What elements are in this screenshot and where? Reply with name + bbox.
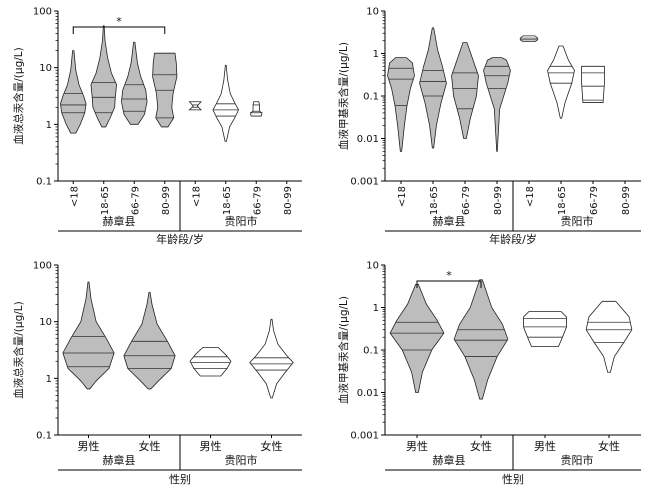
violin-shape bbox=[249, 318, 294, 399]
x-tick-label: 女性 bbox=[598, 439, 620, 453]
y-tick-label: 0.001 bbox=[350, 431, 379, 442]
x-tick-label: 女性 bbox=[139, 439, 161, 453]
group-label: 赫章县 bbox=[103, 453, 136, 467]
x-tick-label: 80-99 bbox=[493, 186, 504, 215]
x-tick-label: 女性 bbox=[470, 439, 492, 453]
panel-tl: 0.1 1 10 100 血液总汞含量/(μg/L) <18 18-65 66-79 80-99… bbox=[12, 7, 302, 246]
x-tick-label: 66-79 bbox=[130, 186, 141, 215]
x-tick-label: <18 bbox=[69, 186, 80, 207]
violin-shape bbox=[483, 57, 511, 152]
x-tick-label: 18-65 bbox=[222, 186, 233, 215]
y-tick-label: 10 bbox=[366, 261, 379, 272]
significance-star: * bbox=[116, 15, 122, 28]
violin-shape bbox=[523, 311, 567, 348]
violin-shape bbox=[188, 101, 202, 111]
violin-shape bbox=[581, 65, 605, 103]
x-tick-label: <18 bbox=[191, 186, 202, 207]
x-tick-label: 18-65 bbox=[100, 186, 111, 215]
x-axis-title: 性别 bbox=[169, 472, 191, 486]
violin-shape bbox=[90, 25, 117, 128]
violin-shape bbox=[585, 300, 633, 373]
violin-shape bbox=[451, 42, 479, 139]
y-axis-label: 血液甲基汞含量/(μg/L) bbox=[337, 42, 350, 150]
y-tick-label: 100 bbox=[33, 261, 52, 272]
y-tick-label: 0.001 bbox=[350, 177, 379, 188]
group-label: 赫章县 bbox=[433, 214, 466, 228]
y-axis-label: 血液总汞含量/(μg/L) bbox=[12, 47, 25, 144]
y-tick-label: 1 bbox=[46, 374, 52, 385]
violin-shape bbox=[519, 35, 539, 43]
x-tick-label: 女性 bbox=[261, 439, 283, 453]
group-label: 赫章县 bbox=[103, 214, 136, 228]
violin-shape bbox=[453, 279, 509, 400]
x-tick-label: 18-65 bbox=[557, 186, 568, 215]
y-tick-label: 0.1 bbox=[363, 346, 379, 357]
y-tick-label: 1 bbox=[46, 120, 52, 131]
x-axis-title: 年龄段/岁 bbox=[489, 232, 537, 246]
violin-shape bbox=[62, 281, 115, 390]
y-tick-label: 0.01 bbox=[357, 388, 379, 399]
x-tick-label: 男性 bbox=[534, 439, 556, 453]
y-tick-label: 0.1 bbox=[36, 177, 52, 188]
y-axis-label: 血液甲基汞含量/(μg/L) bbox=[337, 296, 350, 404]
violin-shape bbox=[547, 45, 575, 119]
significance-bracket bbox=[72, 26, 166, 34]
y-tick-label: 10 bbox=[39, 317, 52, 328]
violin-shape bbox=[123, 291, 176, 390]
group-label: 贵阳市 bbox=[561, 214, 594, 228]
group-label: 贵阳市 bbox=[225, 214, 258, 228]
group-label: 赫章县 bbox=[433, 453, 466, 467]
y-tick-label: 1 bbox=[373, 303, 379, 314]
x-tick-label: 男性 bbox=[200, 439, 222, 453]
x-tick-label: 66-79 bbox=[252, 186, 263, 215]
violin-shape bbox=[250, 101, 263, 117]
significance-star: * bbox=[446, 269, 452, 282]
y-tick-label: 0.1 bbox=[363, 92, 379, 103]
violin-shape bbox=[60, 50, 87, 134]
y-tick-label: 10 bbox=[39, 63, 52, 74]
y-tick-label: 0.01 bbox=[357, 134, 379, 145]
x-tick-label: 66-79 bbox=[461, 186, 472, 215]
group-label: 贵阳市 bbox=[225, 453, 258, 467]
x-tick-label: 男性 bbox=[78, 439, 100, 453]
y-tick-label: 10 bbox=[366, 7, 379, 18]
violin-shape bbox=[387, 57, 415, 152]
y-tick-label: 1 bbox=[373, 49, 379, 60]
panel-tr: 0.001 0.01 0.1 1 10 血液甲基汞含量/(μg/L) <18 18-65 66-… bbox=[337, 7, 641, 246]
x-tick-label: <18 bbox=[397, 186, 408, 207]
x-axis-title: 性别 bbox=[502, 472, 524, 486]
significance-bracket bbox=[416, 280, 482, 288]
violin-shape bbox=[419, 27, 447, 149]
x-tick-label: <18 bbox=[525, 186, 536, 207]
x-tick-label: 男性 bbox=[406, 439, 428, 453]
y-tick-label: 0.1 bbox=[36, 431, 52, 442]
y-tick-label: 100 bbox=[33, 7, 52, 18]
violin-shape bbox=[212, 64, 240, 142]
x-tick-label: 80-99 bbox=[283, 186, 294, 215]
violin-shape bbox=[189, 347, 232, 377]
x-tick-label: 80-99 bbox=[161, 186, 172, 215]
x-axis-title: 年龄段/岁 bbox=[156, 232, 204, 246]
x-tick-label: 80-99 bbox=[621, 186, 632, 215]
violin-shape bbox=[121, 41, 148, 125]
x-tick-label: 66-79 bbox=[589, 186, 600, 215]
x-tick-label: 18-65 bbox=[429, 186, 440, 215]
group-label: 贵阳市 bbox=[561, 453, 594, 467]
y-axis-label: 血液总汞含量/(μg/L) bbox=[12, 301, 25, 398]
violin-shape bbox=[389, 283, 445, 393]
